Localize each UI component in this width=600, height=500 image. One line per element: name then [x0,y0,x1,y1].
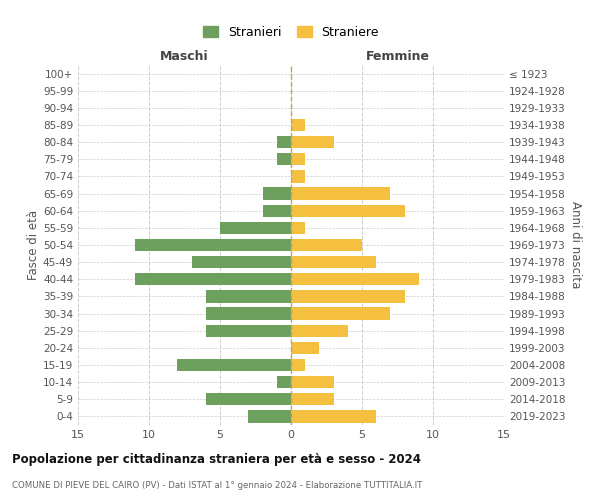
Bar [263,188,291,200]
Bar [291,273,419,285]
Bar [277,136,291,148]
Bar [291,410,376,422]
Bar [178,359,291,371]
Bar [291,359,305,371]
Bar [291,188,391,200]
Bar [291,342,319,354]
Legend: Stranieri, Straniere: Stranieri, Straniere [198,21,384,44]
Text: COMUNE DI PIEVE DEL CAIRO (PV) - Dati ISTAT al 1° gennaio 2024 - Elaborazione TU: COMUNE DI PIEVE DEL CAIRO (PV) - Dati IS… [12,481,422,490]
Bar [291,290,404,302]
Bar [135,273,291,285]
Bar [291,153,305,166]
Bar [291,136,334,148]
Bar [277,376,291,388]
Bar [277,153,291,166]
Bar [291,239,362,251]
Bar [291,222,305,234]
Y-axis label: Anni di nascita: Anni di nascita [569,202,582,288]
Y-axis label: Fasce di età: Fasce di età [27,210,40,280]
Bar [191,256,291,268]
Bar [206,393,291,406]
Bar [206,324,291,337]
Bar [206,290,291,302]
Bar [291,324,348,337]
Bar [291,170,305,182]
Bar [263,204,291,217]
Bar [291,256,376,268]
Bar [291,119,305,131]
Bar [248,410,291,422]
Bar [291,308,391,320]
Bar [135,239,291,251]
Text: Maschi: Maschi [160,50,209,64]
Bar [291,393,334,406]
Bar [206,308,291,320]
Text: Popolazione per cittadinanza straniera per età e sesso - 2024: Popolazione per cittadinanza straniera p… [12,452,421,466]
Bar [291,376,334,388]
Bar [220,222,291,234]
Bar [291,204,404,217]
Text: Femmine: Femmine [365,50,430,64]
